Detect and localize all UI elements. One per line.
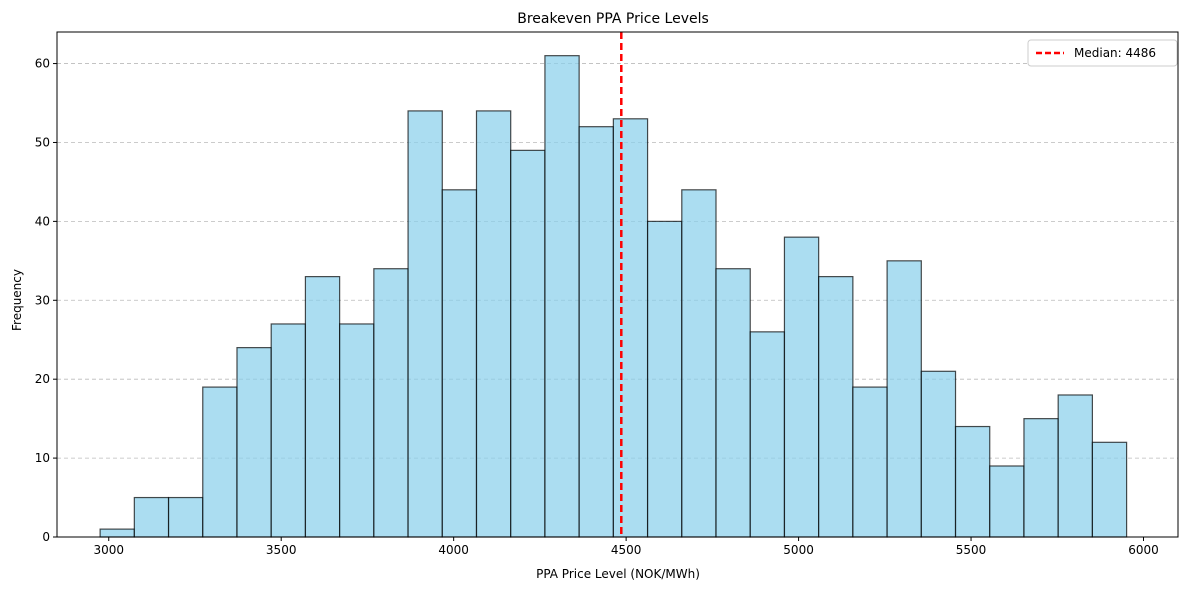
x-tick-label: 6000 xyxy=(1128,543,1159,557)
histogram-bar xyxy=(1057,394,1093,538)
histogram-bar xyxy=(989,465,1025,538)
legend-label: Median: 4486 xyxy=(1074,46,1156,60)
histogram-bar xyxy=(407,110,443,538)
histogram-bar xyxy=(133,496,170,538)
histogram-bar xyxy=(852,386,888,538)
y-tick-label: 40 xyxy=(35,214,50,228)
y-tick-label: 0 xyxy=(42,530,50,544)
histogram-bar xyxy=(1091,441,1128,538)
x-tick-label: 3000 xyxy=(93,543,124,557)
histogram-bar xyxy=(339,323,375,538)
histogram-bar xyxy=(715,268,751,538)
x-tick-label: 5000 xyxy=(783,543,814,557)
legend: Median: 4486 xyxy=(1027,39,1178,67)
histogram-bar xyxy=(578,126,614,538)
histogram-bar xyxy=(954,425,991,538)
bars xyxy=(99,55,1128,538)
plot-frame xyxy=(56,31,1179,538)
x-tick-label: 4500 xyxy=(611,543,642,557)
histogram-bar xyxy=(749,331,786,538)
histogram-bar xyxy=(1023,418,1059,538)
histogram-bar xyxy=(510,149,546,538)
histogram-bar xyxy=(783,236,820,538)
x-axis-ticks: 3000 3500 4000 4500 5000 5500 6000 xyxy=(93,537,1159,557)
x-tick-label: 4000 xyxy=(438,543,469,557)
histogram-bar xyxy=(681,189,717,538)
y-axis-ticks: 0 10 20 30 40 50 60 xyxy=(35,57,57,544)
histogram-bar xyxy=(202,386,238,538)
x-tick-label: 5500 xyxy=(956,543,987,557)
histogram-bar xyxy=(236,347,272,538)
histogram-bar xyxy=(920,370,957,538)
histogram-bar xyxy=(373,268,409,538)
histogram-bar xyxy=(612,118,649,538)
x-tick-label: 3500 xyxy=(266,543,297,557)
y-tick-label: 60 xyxy=(35,57,50,71)
histogram-bar xyxy=(646,220,683,538)
legend-box xyxy=(1027,39,1178,67)
histogram-bar xyxy=(441,189,478,538)
histogram-bar xyxy=(270,323,307,538)
histogram-bar xyxy=(167,496,204,538)
y-tick-label: 10 xyxy=(35,451,50,465)
y-tick-label: 30 xyxy=(35,293,50,307)
histogram-bar xyxy=(304,276,341,538)
y-tick-label: 50 xyxy=(35,135,50,149)
histogram-bar xyxy=(475,110,512,538)
histogram-bar xyxy=(818,276,854,538)
histogram-bar xyxy=(544,55,580,538)
chart-title: Breakeven PPA Price Levels xyxy=(517,11,709,27)
y-tick-label: 20 xyxy=(35,372,50,386)
histogram-bar xyxy=(886,260,922,538)
y-axis-label: Frequency xyxy=(10,269,24,331)
histogram-bar xyxy=(99,528,135,538)
x-axis-label: PPA Price Level (NOK/MWh) xyxy=(536,567,700,581)
